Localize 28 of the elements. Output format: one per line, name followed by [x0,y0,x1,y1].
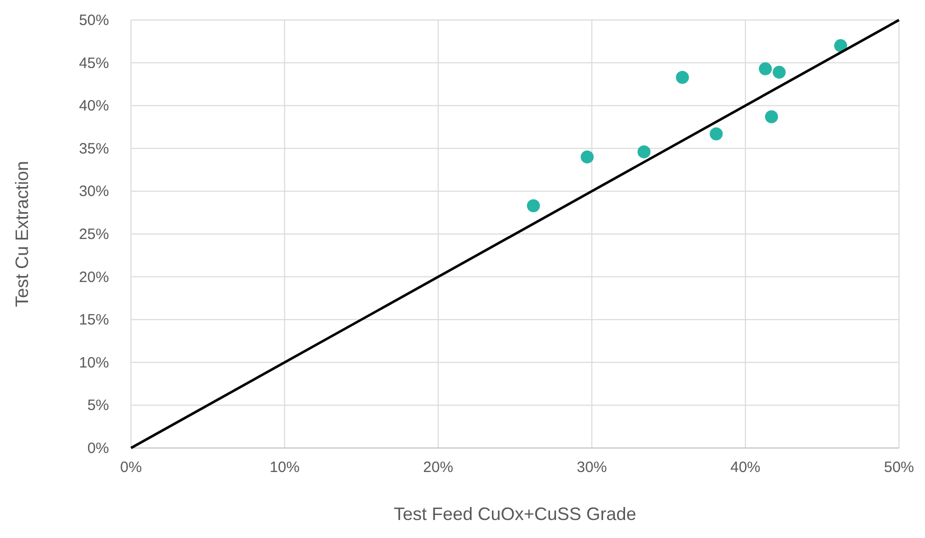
y-tick-label: 10% [78,354,109,372]
point [638,145,651,158]
x-axis-title: Test Feed CuOx+CuSS Grade [394,504,636,524]
y-tick-label: 40% [78,98,109,115]
x-tick-label: 30% [576,459,607,476]
y-axis-title: Test Cu Extraction [12,160,32,308]
y-tick-label: 15% [78,312,109,329]
point [526,199,540,212]
y-tick-label: 25% [78,226,109,243]
y-tick-label: 30% [78,183,109,200]
y-tick-label: 50% [78,12,109,29]
point [834,39,848,52]
x-tick-label: 50% [884,459,914,476]
y-tick-label: 20% [78,268,109,286]
point [710,127,723,140]
x-tick-label: 10% [270,459,300,476]
x-tick-label: 40% [730,459,760,476]
point [765,110,778,124]
y-tick-label: 45% [78,54,109,72]
point [772,66,786,79]
y-tick-label: 5% [87,397,109,414]
point [676,70,689,84]
y-tick-label: 35% [78,140,109,158]
point [758,62,772,76]
point [580,150,594,164]
y-tick-label: 0% [87,440,109,457]
x-tick-label: 0% [120,459,142,476]
x-tick-label: 20% [423,459,454,476]
